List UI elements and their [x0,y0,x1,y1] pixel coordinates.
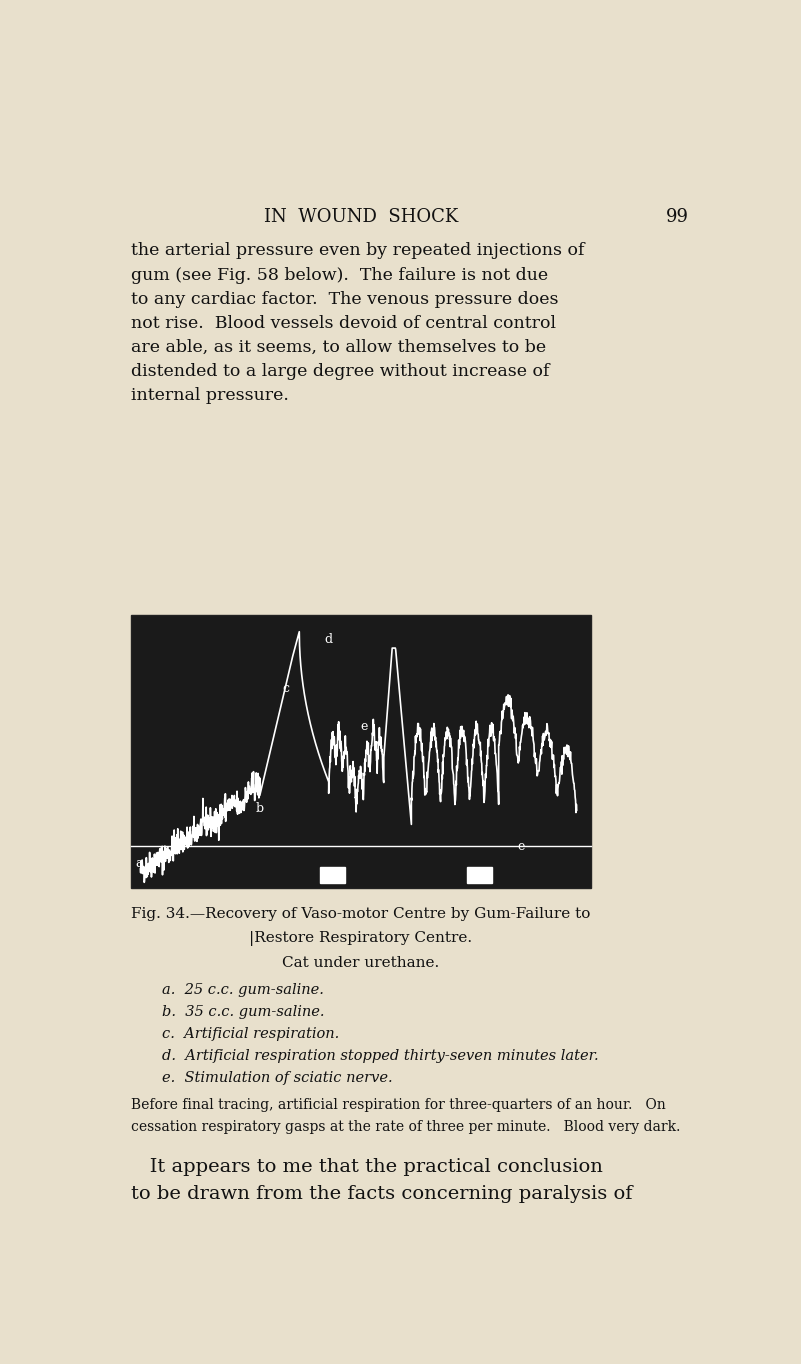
Bar [131,615,590,888]
Text: 99: 99 [666,207,689,226]
Text: Before final tracing, artificial respiration for three-quarters of an hour.   On: Before final tracing, artificial respira… [131,1098,666,1113]
Text: c.  Artificial respiration.: c. Artificial respiration. [162,1027,340,1041]
Text: the arterial pressure even by repeated injections of
gum (see Fig. 58 below).  T: the arterial pressure even by repeated i… [131,243,585,404]
Text: a: a [135,857,143,869]
Text: IN  WOUND  SHOCK: IN WOUND SHOCK [264,207,458,226]
Text: b.  35 c.c. gum-saline.: b. 35 c.c. gum-saline. [162,1005,324,1019]
Bar [320,866,344,883]
Text: d: d [324,633,332,645]
Text: a.  25 c.c. gum-saline.: a. 25 c.c. gum-saline. [162,983,324,997]
Text: e: e [360,720,368,732]
Text: Cat under urethane.: Cat under urethane. [282,956,440,970]
Text: c: c [283,682,290,694]
Text: cessation respiratory gasps at the rate of three per minute.   Blood very dark.: cessation respiratory gasps at the rate … [131,1120,681,1135]
Bar [466,866,492,883]
Text: e.  Stimulation of sciatic nerve.: e. Stimulation of sciatic nerve. [162,1071,392,1086]
Text: It appears to me that the practical conclusion
to be drawn from the facts concer: It appears to me that the practical conc… [131,1158,633,1203]
Text: Fig. 34.—Recovery of Vaso-motor Centre by Gum-Failure to: Fig. 34.—Recovery of Vaso-motor Centre b… [131,907,590,921]
Text: |Restore Respiratory Centre.: |Restore Respiratory Centre. [249,932,473,947]
Text: e: e [517,840,525,852]
Text: b: b [256,802,264,814]
Text: d.  Artificial respiration stopped thirty-seven minutes later.: d. Artificial respiration stopped thirty… [162,1049,599,1063]
